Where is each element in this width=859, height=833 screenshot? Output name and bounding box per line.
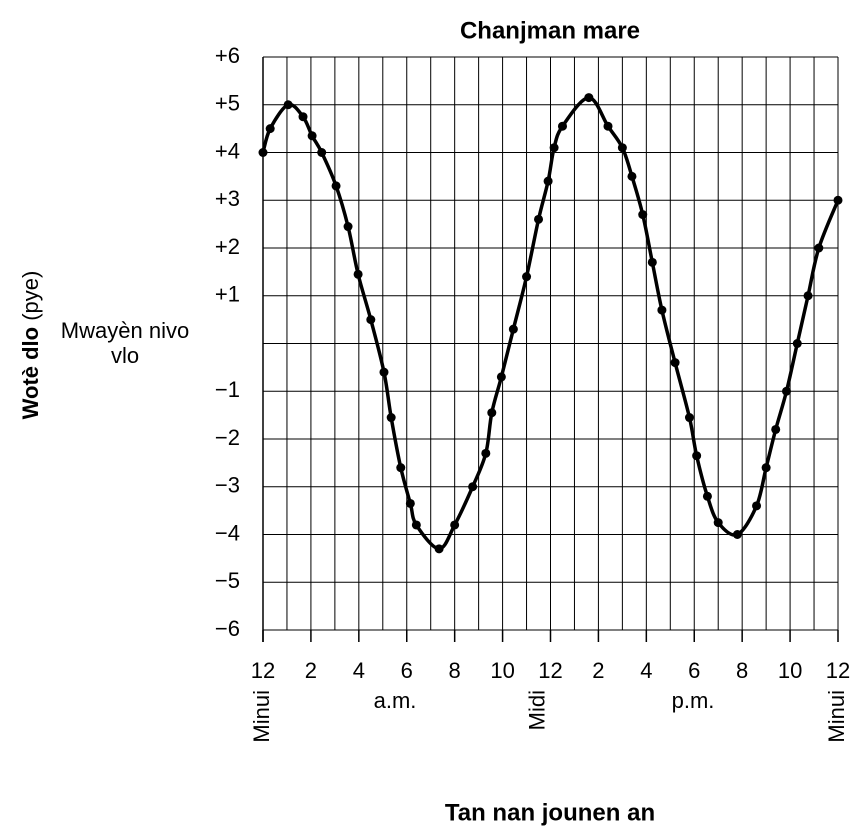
data-point — [684, 413, 694, 423]
y-tick-label: +3 — [215, 186, 240, 211]
data-point — [814, 243, 824, 253]
y-tick-label: +6 — [215, 43, 240, 68]
data-point — [534, 214, 544, 224]
data-point — [468, 482, 478, 492]
x-tick-label: 4 — [353, 658, 365, 683]
x-tick-label: 2 — [592, 658, 604, 683]
x-tick-label: 8 — [449, 658, 461, 683]
y-tick-label: +4 — [215, 138, 240, 163]
data-point — [792, 339, 802, 348]
data-point — [434, 544, 444, 554]
data-point — [386, 413, 396, 423]
x-tick-label: 12 — [251, 658, 275, 683]
x-tick-label: 8 — [736, 658, 748, 683]
data-point — [670, 358, 680, 368]
y-tick-label: −4 — [215, 520, 240, 545]
data-point — [307, 131, 317, 141]
y-tick-label: −6 — [215, 616, 240, 641]
data-point — [298, 112, 308, 122]
x-tick-label: 10 — [778, 658, 802, 683]
data-point — [343, 222, 353, 232]
annotation: p.m. — [672, 688, 715, 713]
y-tick-label: +5 — [215, 91, 240, 116]
data-point — [283, 100, 293, 110]
annotation: Midi — [524, 690, 549, 730]
data-point — [450, 520, 460, 530]
x-tick-label: 4 — [640, 658, 652, 683]
x-tick-label: 12 — [538, 658, 562, 683]
y-tick-label: +1 — [215, 282, 240, 307]
data-point — [317, 148, 327, 157]
data-point — [353, 269, 363, 279]
data-point — [411, 520, 421, 530]
annotation: Minui — [824, 690, 849, 743]
data-point — [833, 195, 843, 205]
data-point — [627, 171, 637, 181]
y-tick-label: Mwayèn nivo vlo — [60, 318, 190, 368]
data-point — [702, 491, 712, 501]
annotation: Minui — [249, 690, 274, 743]
data-point — [487, 408, 497, 418]
x-tick-label: 6 — [401, 658, 413, 683]
data-point — [761, 463, 771, 473]
data-point — [752, 501, 762, 511]
annotation: a.m. — [374, 688, 417, 713]
y-tick-label: +2 — [215, 234, 240, 259]
data-point — [549, 143, 559, 153]
data-point — [603, 121, 613, 131]
data-point — [331, 181, 341, 191]
data-point — [617, 143, 627, 153]
x-tick-label: 6 — [688, 658, 700, 683]
data-point — [584, 93, 594, 103]
data-point — [265, 124, 275, 134]
y-axis-label-unit: (pye) — [18, 271, 43, 321]
x-tick-label: 2 — [305, 658, 317, 683]
y-tick-label: −2 — [215, 425, 240, 450]
chart-title: Chanjman mare — [460, 17, 640, 44]
y-tick-label: −3 — [215, 473, 240, 498]
data-point — [771, 424, 781, 434]
data-point — [258, 148, 268, 157]
x-tick-label: 12 — [826, 658, 850, 683]
data-point — [481, 448, 491, 458]
data-point — [496, 372, 506, 382]
data-point — [732, 530, 742, 539]
y-tick-label: −1 — [215, 377, 240, 402]
data-point — [405, 498, 415, 508]
x-tick-label: 10 — [490, 658, 514, 683]
data-point — [781, 386, 791, 396]
data-point — [638, 210, 648, 220]
y-axis-label-main: Wotè dlo — [18, 327, 43, 419]
y-axis-label: Wotè dlo (pye) — [18, 271, 43, 420]
data-point — [379, 367, 389, 377]
data-point — [713, 518, 723, 528]
data-point — [647, 257, 657, 267]
data-point — [543, 176, 553, 186]
x-axis-label: Tan nan jounen an — [445, 799, 655, 826]
data-point — [692, 451, 702, 461]
data-point — [522, 272, 532, 282]
data-point — [557, 121, 567, 131]
data-point — [508, 324, 518, 334]
data-point — [657, 305, 667, 315]
data-point — [366, 315, 376, 325]
data-point — [396, 463, 406, 473]
y-tick-label: −5 — [215, 568, 240, 593]
data-point — [803, 291, 813, 301]
